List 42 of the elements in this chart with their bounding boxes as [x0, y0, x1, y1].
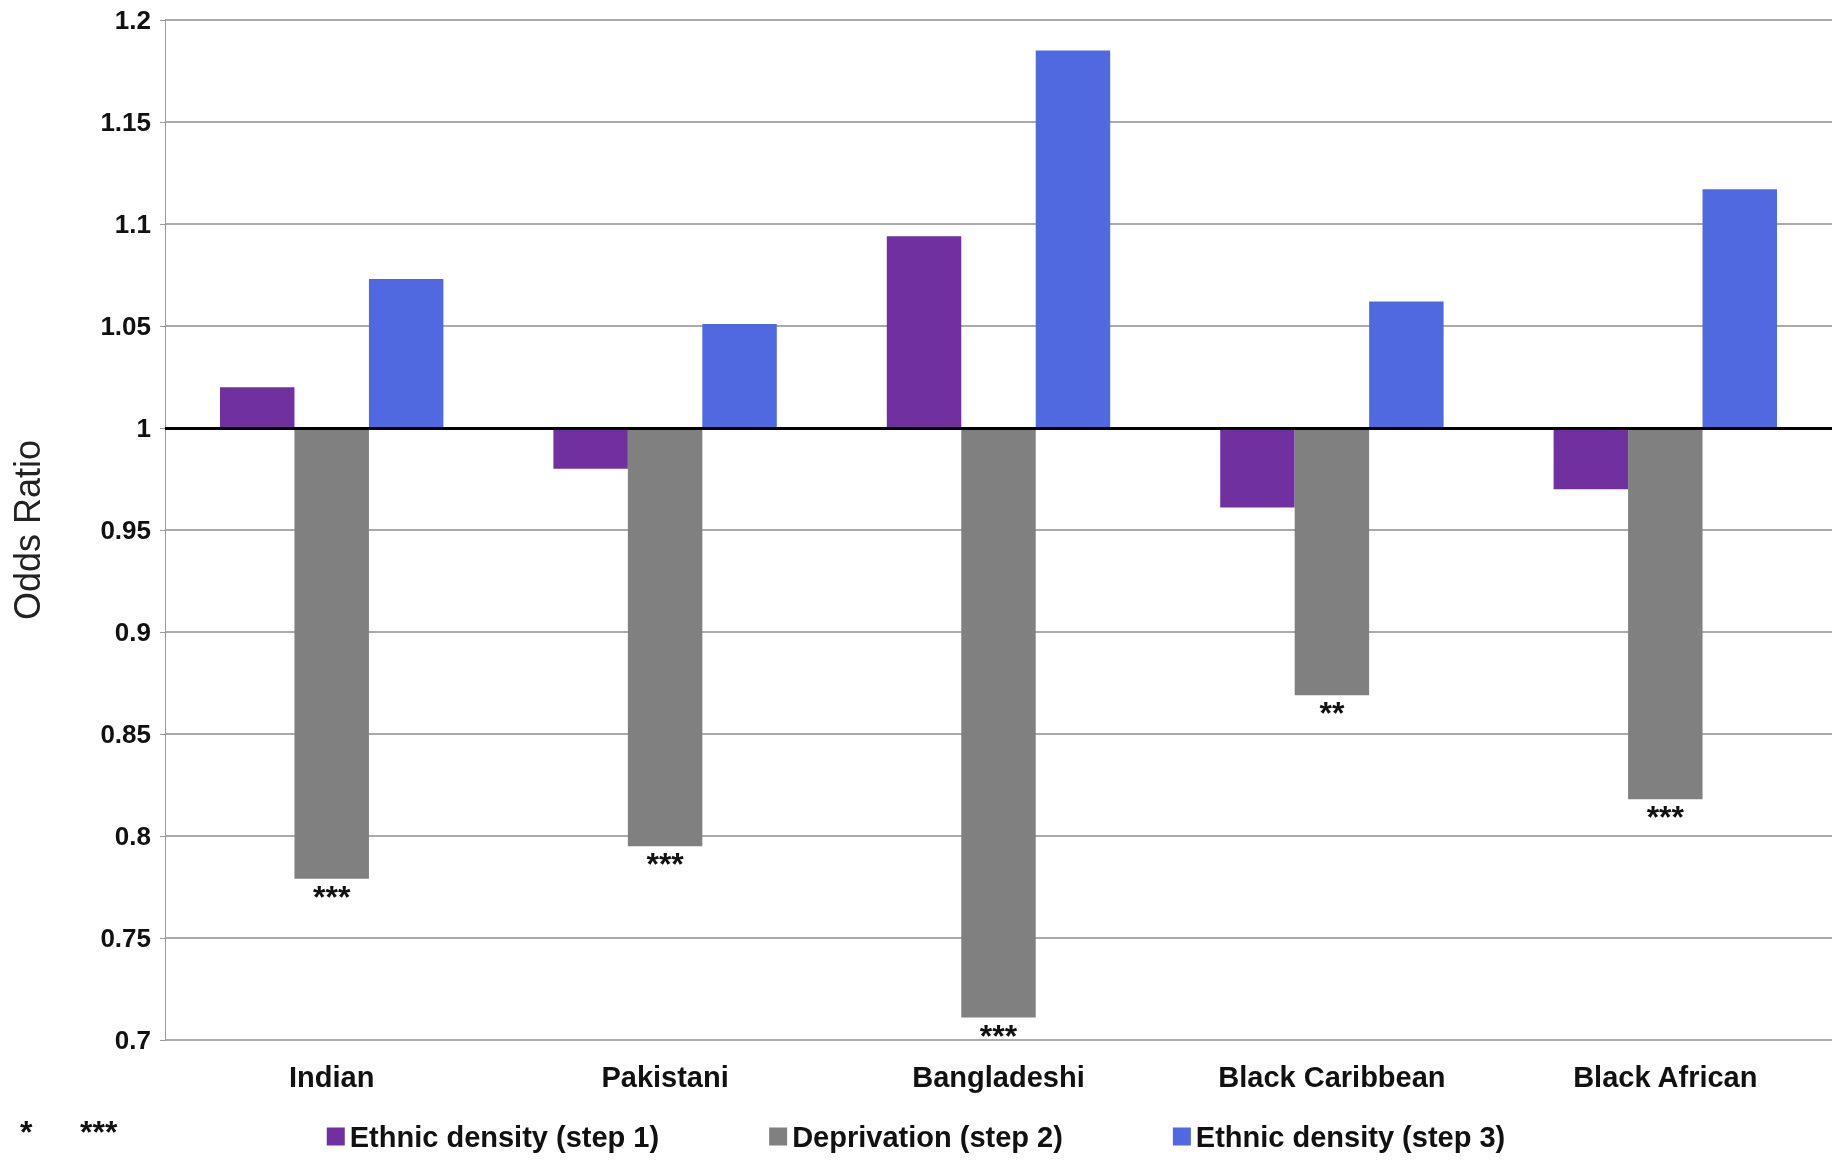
bar	[1628, 428, 1703, 800]
x-tick-label: Black Caribbean	[1218, 1060, 1446, 1093]
bar	[1294, 428, 1370, 696]
bar	[1369, 301, 1444, 428]
annotation: ***	[1646, 799, 1685, 836]
bar	[702, 323, 777, 428]
legend-label: Ethnic density (step 3)	[1195, 1120, 1506, 1153]
y-tick-label: 0.85	[100, 719, 151, 749]
annotation: ***	[979, 1017, 1018, 1054]
bar	[1220, 428, 1295, 508]
annotation: ***	[313, 878, 351, 915]
bar	[961, 428, 1036, 1018]
y-tick-label: 0.7	[114, 1025, 151, 1055]
y-tick-label: 0.9	[114, 617, 151, 647]
y-axis-title: Odds Ratio	[6, 439, 48, 621]
y-tick-label: 1	[136, 413, 151, 443]
y-tick-label: 1.1	[114, 209, 151, 239]
bar	[294, 428, 369, 879]
y-tick-label: 1.05	[100, 311, 151, 341]
bar	[368, 279, 444, 428]
text: *	[20, 1114, 33, 1150]
x-tick-label: Black African	[1573, 1060, 1758, 1093]
x-tick-label: Indian	[289, 1060, 375, 1093]
annotation: **	[1319, 695, 1345, 732]
bar	[886, 236, 962, 428]
y-tick-label: 1.2	[114, 5, 151, 35]
y-tick-label: 0.95	[100, 515, 151, 545]
bar	[1702, 189, 1777, 428]
bar	[553, 428, 628, 469]
bar	[627, 428, 703, 847]
bar	[1553, 428, 1629, 490]
legend-label: Deprivation (step 2)	[792, 1120, 1063, 1153]
x-tick-label: Bangladeshi	[912, 1060, 1085, 1093]
legend-label: Ethnic density (step 1)	[349, 1120, 660, 1153]
x-tick-label: Pakistani	[601, 1060, 729, 1093]
annotation: ***	[646, 846, 685, 883]
y-tick-label: 0.75	[100, 923, 151, 953]
y-tick-label: 1.15	[100, 107, 151, 137]
text: ***	[80, 1114, 118, 1150]
bar	[1035, 50, 1111, 428]
bar	[220, 387, 295, 428]
y-tick-label: 0.8	[114, 821, 151, 851]
